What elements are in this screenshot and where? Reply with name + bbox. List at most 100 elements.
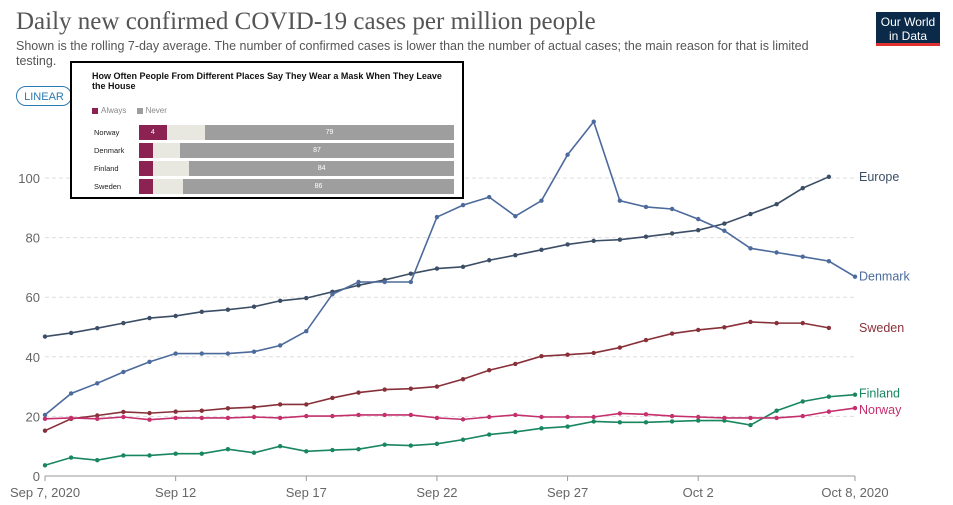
data-point-europe xyxy=(304,295,309,301)
data-point-europe xyxy=(147,315,152,321)
legend-never-label: Never xyxy=(145,106,167,115)
data-point-europe xyxy=(617,237,623,242)
mask-row-country: Norway xyxy=(94,128,120,137)
data-point-finland xyxy=(669,419,675,424)
data-point-finland xyxy=(225,446,231,452)
y-tick-label: 0 xyxy=(33,469,40,484)
x-tick-label: Sep 7, 2020 xyxy=(10,485,80,500)
mask-bar-always: 4 xyxy=(139,125,167,140)
data-point-sweden xyxy=(617,345,623,350)
x-tick-label: Sep 12 xyxy=(155,485,196,500)
data-point-finland xyxy=(68,455,74,460)
data-point-denmark xyxy=(147,359,152,365)
data-point-norway xyxy=(565,414,570,420)
data-point-finland xyxy=(251,450,257,455)
data-point-norway xyxy=(800,413,805,419)
data-point-norway xyxy=(617,411,623,416)
data-point-sweden xyxy=(277,402,283,407)
data-point-sweden xyxy=(826,325,832,331)
data-point-denmark xyxy=(68,391,74,396)
mask-bar-never: 79 xyxy=(205,125,454,140)
data-point-sweden xyxy=(147,410,152,416)
data-point-finland xyxy=(774,408,779,413)
mask-bar-never: 86 xyxy=(183,179,454,194)
chart-subtitle: Shown is the rolling 7-day average. The … xyxy=(16,39,809,68)
data-point-finland xyxy=(486,432,492,437)
data-point-denmark xyxy=(591,119,596,124)
legend-never-swatch xyxy=(136,107,143,114)
data-point-denmark xyxy=(852,274,858,279)
data-point-sweden xyxy=(460,376,466,382)
y-tick-label: 100 xyxy=(18,171,40,186)
data-point-sweden xyxy=(434,384,440,389)
y-tick-label: 60 xyxy=(26,290,40,305)
data-point-europe xyxy=(251,304,257,309)
x-tick-label: Oct 2 xyxy=(683,485,714,500)
series-line-europe xyxy=(44,176,830,338)
data-point-europe xyxy=(748,211,753,217)
data-point-sweden xyxy=(330,395,335,401)
scale-toggle-button[interactable]: LINEAR xyxy=(16,86,72,106)
data-point-finland xyxy=(513,429,518,435)
data-point-sweden xyxy=(225,406,231,411)
data-point-europe xyxy=(434,266,440,271)
data-point-sweden xyxy=(774,320,779,326)
data-point-finland xyxy=(42,463,48,468)
data-point-sweden xyxy=(722,325,727,330)
chart-title: Daily new confirmed COVID-19 cases per m… xyxy=(16,8,596,35)
data-point-denmark xyxy=(356,279,361,285)
x-tick-label: Oct 8, 2020 xyxy=(821,485,888,500)
data-point-norway xyxy=(434,415,440,421)
mask-row-track: 4 79 xyxy=(139,125,454,140)
data-point-denmark xyxy=(617,198,623,203)
data-point-europe xyxy=(68,330,74,336)
mask-row: Denmark 87 xyxy=(92,143,456,158)
data-point-norway xyxy=(121,414,126,420)
data-point-denmark xyxy=(408,279,414,285)
data-point-europe xyxy=(513,252,518,258)
data-point-europe xyxy=(408,271,414,276)
data-point-norway xyxy=(696,414,701,420)
data-point-norway xyxy=(408,412,414,418)
data-point-europe xyxy=(460,264,466,270)
data-point-sweden xyxy=(486,368,492,373)
data-point-denmark xyxy=(513,213,518,219)
mask-row-track: 84 xyxy=(139,161,454,176)
data-point-norway xyxy=(382,412,387,418)
data-point-denmark xyxy=(565,152,570,157)
mask-row: Finland 84 xyxy=(92,161,456,176)
data-point-norway xyxy=(591,414,596,420)
mask-row: Norway 4 79 xyxy=(92,125,456,140)
data-point-europe xyxy=(696,227,701,233)
data-point-finland xyxy=(565,424,570,429)
data-point-finland xyxy=(591,419,596,424)
data-point-denmark xyxy=(669,206,675,212)
data-point-sweden xyxy=(121,409,126,415)
owid-logo[interactable]: Our World in Data xyxy=(876,12,940,46)
data-point-denmark xyxy=(95,381,100,386)
data-point-finland xyxy=(826,394,832,399)
data-point-denmark xyxy=(199,351,204,356)
data-point-denmark xyxy=(774,250,779,255)
data-point-europe xyxy=(800,185,805,191)
data-point-norway xyxy=(304,413,309,419)
data-point-sweden xyxy=(696,327,701,333)
data-point-denmark xyxy=(643,204,649,210)
mask-row-track: 87 xyxy=(139,143,454,158)
mask-row-country: Denmark xyxy=(94,146,125,155)
data-point-norway xyxy=(539,414,544,420)
data-point-norway xyxy=(643,412,649,417)
mask-usage-inset: How Often People From Different Places S… xyxy=(70,61,464,199)
data-point-denmark xyxy=(42,412,48,418)
mask-row-country: Finland xyxy=(94,164,119,173)
data-point-norway xyxy=(330,413,335,419)
data-point-norway xyxy=(852,405,858,411)
data-point-sweden xyxy=(800,320,805,326)
series-label-finland: Finland xyxy=(859,387,900,401)
data-point-sweden xyxy=(643,337,649,343)
data-point-norway xyxy=(68,415,74,421)
data-point-norway xyxy=(95,416,100,421)
data-point-finland xyxy=(539,426,544,431)
data-point-europe xyxy=(356,283,361,288)
